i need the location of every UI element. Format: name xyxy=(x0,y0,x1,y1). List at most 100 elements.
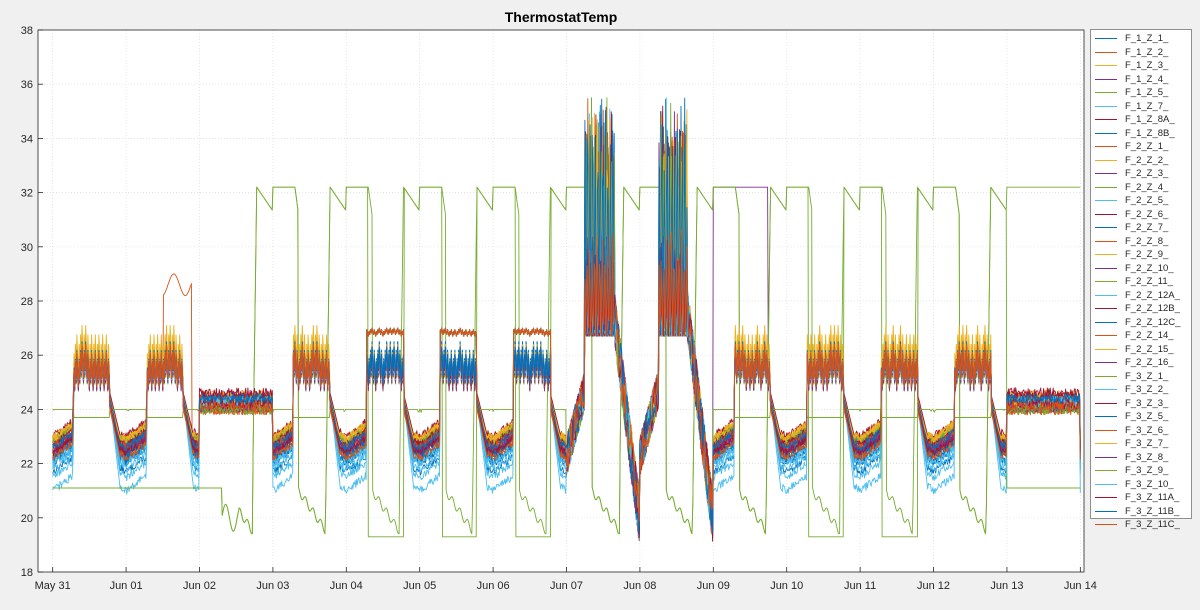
legend-swatch xyxy=(1095,443,1117,445)
chart-title: ThermostatTemp xyxy=(505,9,618,25)
legend-label: F_3_Z_1_ xyxy=(1125,370,1169,382)
legend-label: F_2_Z_16_ xyxy=(1125,357,1174,369)
legend-swatch xyxy=(1095,348,1117,350)
legend-swatch xyxy=(1095,402,1117,404)
x-tick-label: Jun 04 xyxy=(330,580,363,592)
legend-swatch xyxy=(1095,105,1117,107)
legend-label: F_3_Z_9_ xyxy=(1125,465,1169,477)
legend-item: F_2_Z_1_ xyxy=(1091,140,1191,154)
legend-label: F_2_Z_12A_ xyxy=(1125,289,1180,301)
legend-swatch xyxy=(1095,375,1117,377)
ticks: 18 20 22 24 26 28 30 32 34 36 38 May 31 Jun 01 Jun 02… xyxy=(21,25,1097,592)
legend-label: F_2_Z_5_ xyxy=(1125,195,1169,207)
y-tick-label: 30 xyxy=(21,242,33,254)
legend-item: F_1_Z_7_ xyxy=(1091,100,1191,114)
legend-item: F_3_Z_1_ xyxy=(1091,370,1191,384)
legend-item: F_2_Z_11_ xyxy=(1091,275,1191,289)
y-tick-label: 32 xyxy=(21,188,33,200)
legend-item: F_3_Z_11C_ xyxy=(1091,518,1191,532)
legend-item: F_2_Z_3_ xyxy=(1091,167,1191,181)
legend-label: F_1_Z_7_ xyxy=(1125,100,1169,112)
legend-item: F_1_Z_8B_ xyxy=(1091,127,1191,141)
legend-swatch xyxy=(1095,146,1117,148)
legend-swatch xyxy=(1095,119,1117,121)
legend-swatch xyxy=(1095,294,1117,296)
legend-swatch xyxy=(1095,510,1117,512)
legend-label: F_2_Z_6_ xyxy=(1125,208,1169,220)
x-tick-label: Jun 01 xyxy=(110,580,143,592)
legend-item: F_3_Z_3_ xyxy=(1091,397,1191,411)
x-tick-label: Jun 14 xyxy=(1064,580,1097,592)
legend-swatch xyxy=(1095,470,1117,472)
y-tick-label: 36 xyxy=(21,79,33,91)
x-tick-label: Jun 11 xyxy=(844,580,876,592)
legend-label: F_2_Z_8_ xyxy=(1125,235,1169,247)
legend-swatch xyxy=(1095,92,1117,94)
legend-swatch xyxy=(1095,308,1117,310)
legend: F_1_Z_1_ F_1_Z_2_ F_1_Z_3_ F_1_Z_4_ F_1_Z_5_… xyxy=(1090,29,1192,530)
legend-label: F_2_Z_4_ xyxy=(1125,181,1169,193)
legend-label: F_1_Z_3_ xyxy=(1125,60,1169,72)
legend-label: F_2_Z_10_ xyxy=(1125,262,1174,274)
y-tick-label: 18 xyxy=(21,567,33,579)
legend-label: F_3_Z_2_ xyxy=(1125,384,1169,396)
legend-item: F_2_Z_14_ xyxy=(1091,329,1191,343)
y-tick-label: 20 xyxy=(21,513,33,525)
series-line xyxy=(52,235,1081,504)
legend-item: F_1_Z_8A_ xyxy=(1091,113,1191,127)
series-line xyxy=(52,229,1081,530)
legend-item: F_3_Z_5_ xyxy=(1091,410,1191,424)
legend-label: F_1_Z_1_ xyxy=(1125,33,1169,45)
legend-label: F_1_Z_4_ xyxy=(1125,73,1169,85)
legend-swatch xyxy=(1095,213,1117,215)
legend-item: F_2_Z_5_ xyxy=(1091,194,1191,208)
legend-swatch xyxy=(1095,335,1117,337)
y-tick-label: 28 xyxy=(21,296,33,308)
x-tick-label: Jun 02 xyxy=(183,580,216,592)
legend-label: F_2_Z_1_ xyxy=(1125,141,1169,153)
legend-swatch xyxy=(1095,497,1117,499)
x-tick-label: Jun 08 xyxy=(623,580,656,592)
legend-label: F_3_Z_11A_ xyxy=(1125,492,1180,504)
legend-label: F_2_Z_12B_ xyxy=(1125,303,1180,315)
legend-swatch xyxy=(1095,132,1117,134)
legend-label: F_3_Z_11B_ xyxy=(1125,505,1180,517)
legend-item: F_3_Z_2_ xyxy=(1091,383,1191,397)
legend-item: F_2_Z_9_ xyxy=(1091,248,1191,262)
legend-label: F_2_Z_2_ xyxy=(1125,154,1169,166)
legend-label: F_3_Z_10_ xyxy=(1125,478,1174,490)
legend-swatch xyxy=(1095,65,1117,67)
legend-swatch xyxy=(1095,483,1117,485)
series-line xyxy=(52,229,1081,522)
legend-swatch xyxy=(1095,38,1117,40)
x-tick-label: Jun 09 xyxy=(697,580,730,592)
legend-label: F_3_Z_3_ xyxy=(1125,397,1169,409)
legend-item: F_2_Z_2_ xyxy=(1091,154,1191,168)
legend-swatch xyxy=(1095,362,1117,364)
legend-item: F_2_Z_10_ xyxy=(1091,262,1191,276)
y-tick-label: 26 xyxy=(21,350,33,362)
x-tick-label: May 31 xyxy=(35,580,71,592)
legend-label: F_3_Z_8_ xyxy=(1125,451,1169,463)
legend-item: F_2_Z_8_ xyxy=(1091,235,1191,249)
legend-swatch xyxy=(1095,389,1117,391)
legend-swatch xyxy=(1095,416,1117,418)
legend-swatch xyxy=(1095,429,1117,431)
legend-item: F_1_Z_2_ xyxy=(1091,46,1191,60)
legend-swatch xyxy=(1095,456,1117,458)
legend-label: F_2_Z_12C_ xyxy=(1125,316,1181,328)
legend-item: F_3_Z_11A_ xyxy=(1091,491,1191,505)
legend-swatch xyxy=(1095,200,1117,202)
legend-label: F_3_Z_7_ xyxy=(1125,438,1169,450)
legend-label: F_1_Z_8B_ xyxy=(1125,127,1175,139)
legend-item: F_1_Z_3_ xyxy=(1091,59,1191,73)
legend-item: F_2_Z_6_ xyxy=(1091,208,1191,222)
legend-label: F_3_Z_5_ xyxy=(1125,411,1169,423)
y-tick-label: 34 xyxy=(21,133,33,145)
legend-swatch xyxy=(1095,524,1117,526)
legend-item: F_2_Z_4_ xyxy=(1091,181,1191,195)
legend-item: F_2_Z_12B_ xyxy=(1091,302,1191,316)
legend-item: F_3_Z_11B_ xyxy=(1091,505,1191,519)
series-line xyxy=(52,186,1081,538)
